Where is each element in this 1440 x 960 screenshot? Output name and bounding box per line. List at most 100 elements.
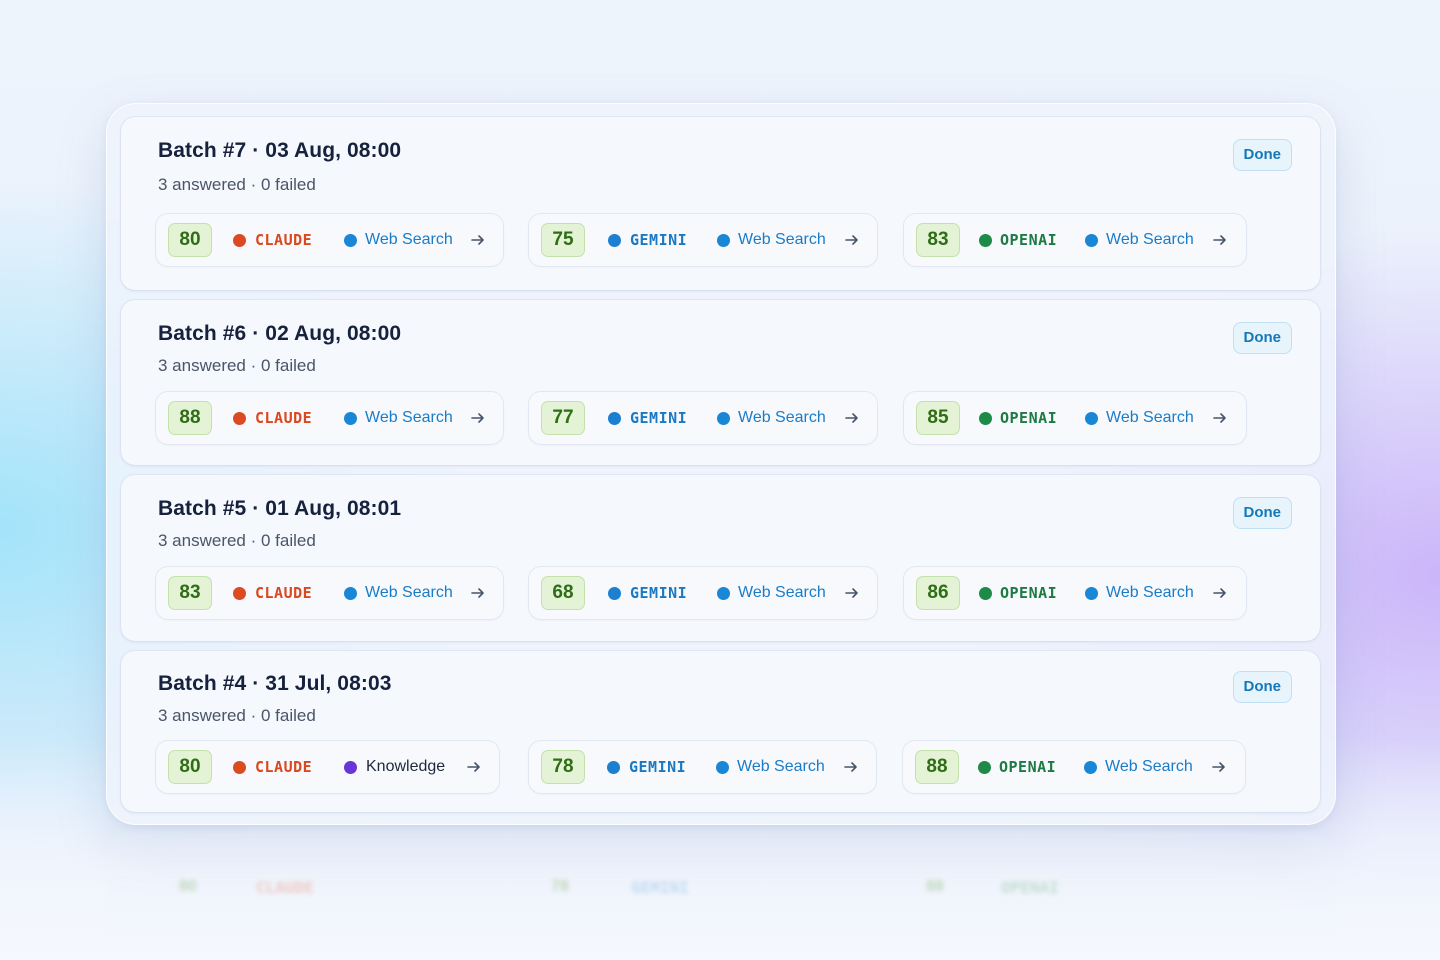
provider-dot-icon (233, 234, 246, 247)
provider-dot-icon (979, 587, 992, 600)
provider-dot-icon (979, 234, 992, 247)
batch-summary: 3 answered · 0 failed (158, 706, 316, 725)
arrow-right-icon[interactable] (1212, 585, 1228, 601)
result-chip[interactable]: 80 CLAUDE Knowledge (156, 741, 499, 793)
batch-card[interactable]: Batch #5 · 01 Aug, 08:01 3 answered · 0 … (121, 475, 1320, 641)
arrow-right-icon[interactable] (1211, 759, 1227, 775)
arrow-right-icon[interactable] (470, 410, 486, 426)
provider-dot-icon (608, 587, 621, 600)
tool-label: Web Search (738, 409, 826, 426)
result-chip[interactable]: 88 CLAUDE Web Search (156, 392, 503, 444)
provider-label: GEMINI (630, 231, 688, 249)
batch-summary: 3 answered · 0 failed (158, 175, 316, 194)
result-chip[interactable]: 75 GEMINI Web Search (529, 214, 877, 266)
reflection-text: GEMINI (631, 878, 689, 897)
tool-dot-icon (716, 761, 729, 774)
status-badge: Done (1232, 497, 1292, 529)
batch-title: Batch #4 · 31 Jul, 08:03 (158, 672, 392, 695)
batch-title: Batch #5 · 01 Aug, 08:01 (158, 497, 402, 520)
status-badge: Done (1232, 671, 1292, 703)
provider-dot-icon (978, 761, 991, 774)
batch-summary: 3 answered · 0 failed (158, 356, 316, 375)
score-badge: 80 (168, 750, 212, 784)
tool-dot-icon (344, 234, 357, 247)
status-badge: Done (1232, 322, 1292, 354)
arrow-right-icon[interactable] (844, 410, 860, 426)
arrow-right-icon[interactable] (1212, 232, 1228, 248)
result-chip[interactable]: 77 GEMINI Web Search (529, 392, 877, 444)
score-badge: 85 (916, 401, 960, 435)
tool-dot-icon (344, 412, 357, 425)
score-badge: 68 (541, 576, 585, 610)
tool-label: Web Search (737, 758, 825, 775)
score-badge: 83 (916, 223, 960, 257)
tool-dot-icon (1085, 412, 1098, 425)
tool-dot-icon (1085, 587, 1098, 600)
provider-label: OPENAI (1000, 231, 1058, 249)
reflection-text: 88 (926, 878, 944, 895)
tool-dot-icon (717, 587, 730, 600)
batch-title: Batch #6 · 02 Aug, 08:00 (158, 322, 402, 345)
tool-dot-icon (344, 587, 357, 600)
provider-dot-icon (233, 761, 246, 774)
arrow-right-icon[interactable] (1212, 410, 1228, 426)
score-badge: 88 (168, 401, 212, 435)
result-chip[interactable]: 85 OPENAI Web Search (904, 392, 1246, 444)
tool-dot-icon (717, 234, 730, 247)
provider-label: CLAUDE (255, 409, 313, 427)
tool-label: Knowledge (366, 758, 446, 775)
result-chip[interactable]: 88 OPENAI Web Search (903, 741, 1245, 793)
batch-card[interactable]: Batch #6 · 02 Aug, 08:00 3 answered · 0 … (121, 300, 1320, 465)
batch-summary: 3 answered · 0 failed (158, 531, 316, 550)
score-badge: 83 (168, 576, 212, 610)
score-badge: 78 (541, 750, 585, 784)
tool-label: Web Search (1106, 584, 1194, 601)
tool-label: Web Search (738, 584, 826, 601)
tool-label: Web Search (365, 584, 453, 601)
provider-label: OPENAI (999, 758, 1057, 776)
result-chip[interactable]: 78 GEMINI Web Search (529, 741, 876, 793)
score-badge: 86 (916, 576, 960, 610)
arrow-right-icon[interactable] (470, 232, 486, 248)
reflection-text: 78 (551, 878, 569, 895)
score-badge: 80 (168, 223, 212, 257)
reflection-row: 80 CLAUDE 78 GEMINI 88 OPENAI (106, 878, 1336, 902)
batch-title: Batch #7 · 03 Aug, 08:00 (158, 139, 402, 162)
score-badge: 88 (915, 750, 959, 784)
reflection-text: CLAUDE (256, 878, 314, 897)
result-chip[interactable]: 83 OPENAI Web Search (904, 214, 1246, 266)
tool-label: Web Search (1106, 409, 1194, 426)
arrow-right-icon[interactable] (844, 232, 860, 248)
provider-dot-icon (979, 412, 992, 425)
tool-dot-icon (344, 761, 357, 774)
provider-label: GEMINI (630, 584, 688, 602)
reflection-text: OPENAI (1001, 878, 1059, 897)
tool-dot-icon (717, 412, 730, 425)
result-chip[interactable]: 80 CLAUDE Web Search (156, 214, 503, 266)
arrow-right-icon[interactable] (470, 585, 486, 601)
result-chip[interactable]: 86 OPENAI Web Search (904, 567, 1246, 619)
provider-label: GEMINI (629, 758, 687, 776)
result-chip[interactable]: 68 GEMINI Web Search (529, 567, 877, 619)
result-chip[interactable]: 83 CLAUDE Web Search (156, 567, 503, 619)
provider-label: CLAUDE (255, 584, 313, 602)
batch-list-panel: Batch #7 · 03 Aug, 08:00 3 answered · 0 … (106, 103, 1336, 825)
tool-label: Web Search (1105, 758, 1193, 775)
arrow-right-icon[interactable] (843, 759, 859, 775)
batch-card[interactable]: Batch #4 · 31 Jul, 08:03 3 answered · 0 … (121, 651, 1320, 812)
reflection-text: 80 (179, 878, 197, 895)
provider-dot-icon (608, 234, 621, 247)
provider-dot-icon (608, 412, 621, 425)
arrow-right-icon[interactable] (844, 585, 860, 601)
provider-label: OPENAI (1000, 409, 1058, 427)
arrow-right-icon[interactable] (466, 759, 482, 775)
score-badge: 75 (541, 223, 585, 257)
tool-label: Web Search (1106, 231, 1194, 248)
provider-label: GEMINI (630, 409, 688, 427)
provider-dot-icon (233, 587, 246, 600)
tool-label: Web Search (738, 231, 826, 248)
batch-card[interactable]: Batch #7 · 03 Aug, 08:00 3 answered · 0 … (121, 117, 1320, 290)
provider-dot-icon (233, 412, 246, 425)
tool-label: Web Search (365, 231, 453, 248)
panel-reflection: 80 CLAUDE 78 GEMINI 88 OPENAI (106, 832, 1336, 960)
